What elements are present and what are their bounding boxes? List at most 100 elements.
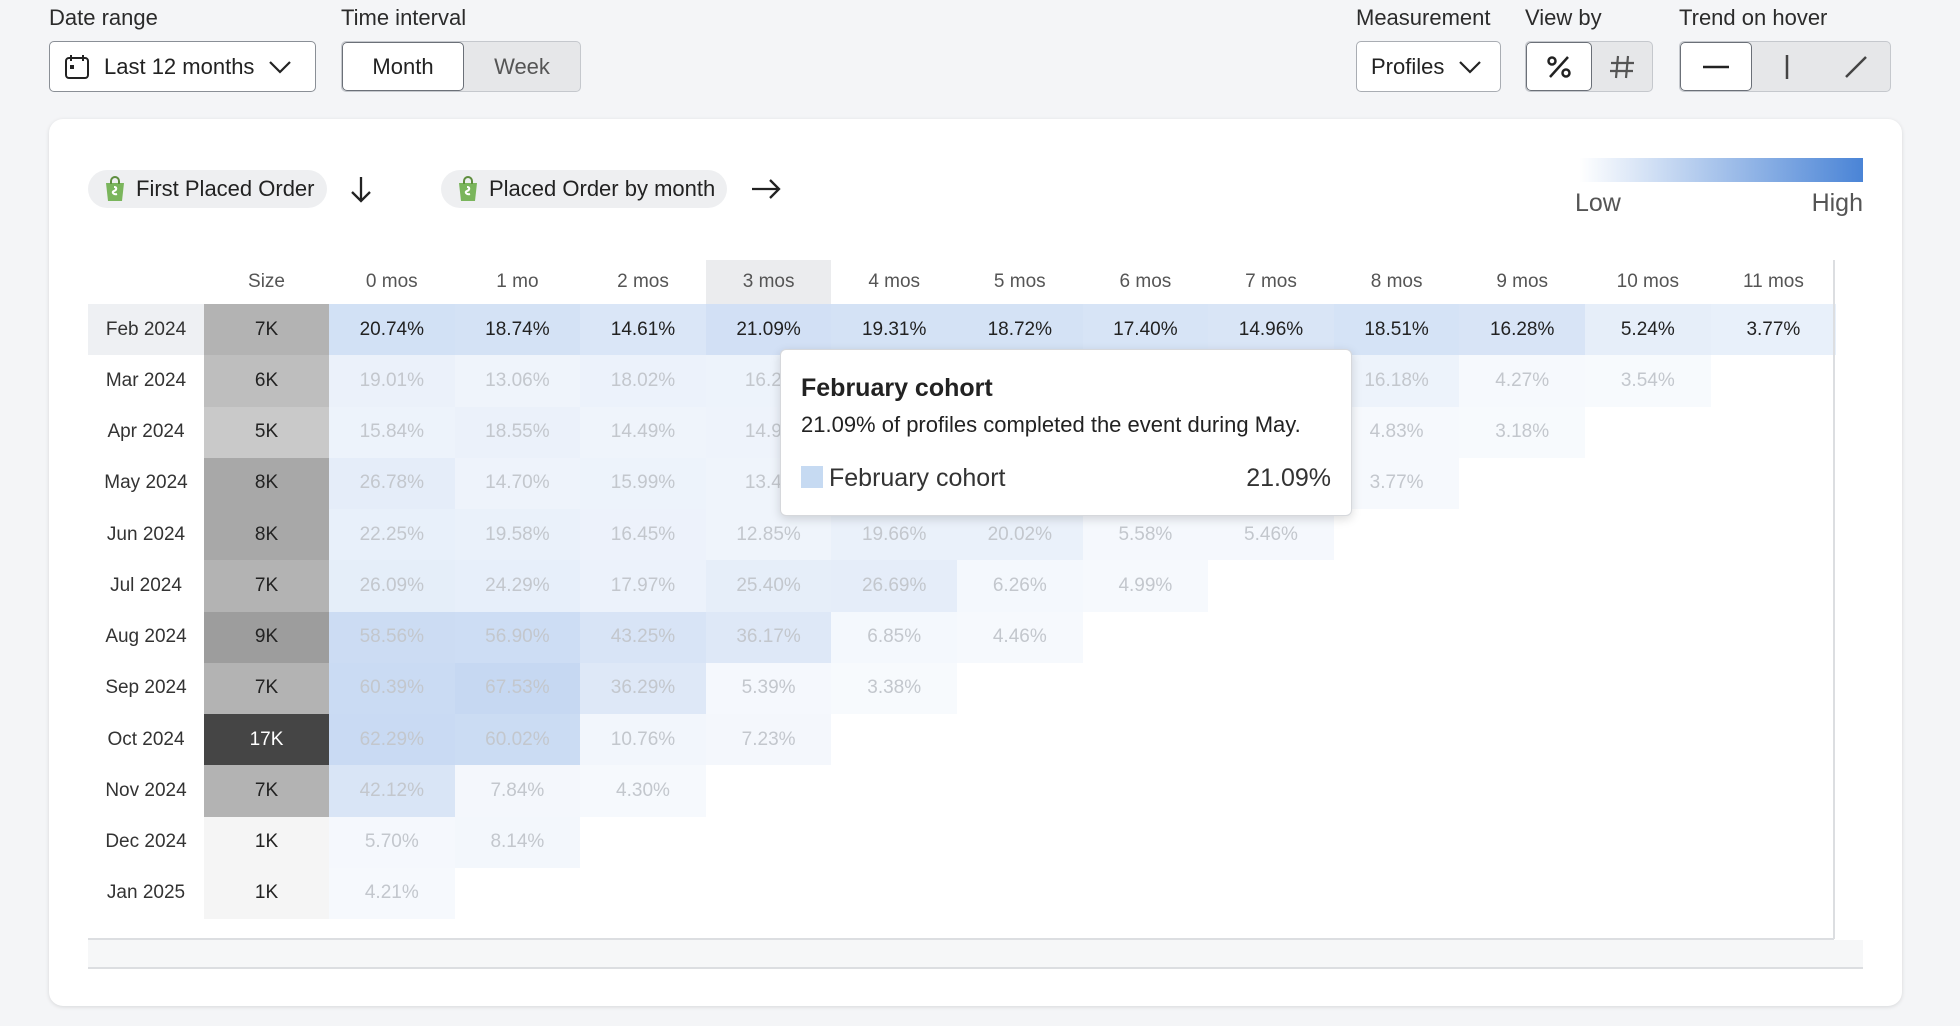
cohort-size: 5K <box>204 406 329 458</box>
option[interactable]: Week <box>494 53 550 79</box>
row-event-pill[interactable]: First Placed Order <box>88 170 327 208</box>
row-label: Aug 2024 <box>105 626 187 648</box>
cell[interactable]: 36.17% <box>705 611 832 663</box>
cell[interactable]: 56.90% <box>454 611 581 663</box>
cell[interactable]: 4.30% <box>580 765 706 817</box>
percent-button[interactable] <box>1526 42 1592 91</box>
column-header: Size <box>248 271 285 292</box>
count-button[interactable] <box>1592 42 1652 91</box>
cell[interactable]: 5.46% <box>1208 509 1334 561</box>
cell[interactable]: 18.74% <box>454 304 581 356</box>
cell[interactable]: 18.72% <box>957 304 1083 356</box>
cell[interactable]: 26.09% <box>329 560 455 612</box>
arrow-down <box>351 177 371 203</box>
label: Date range <box>49 5 158 30</box>
date-dropdown[interactable]: Last 12 months <box>49 41 316 92</box>
label: View by <box>1525 5 1602 30</box>
cell[interactable]: 16.28% <box>1459 304 1585 356</box>
cell[interactable]: 8.14% <box>454 816 581 868</box>
label: Trend on hover <box>1679 5 1828 30</box>
diagonal-button[interactable] <box>1822 42 1890 91</box>
cell[interactable]: 14.70% <box>454 457 581 509</box>
cell[interactable]: 19.01% <box>329 355 455 407</box>
cell[interactable]: 20.02% <box>957 509 1083 561</box>
shop-icon <box>459 176 477 201</box>
option[interactable]: Month <box>342 42 464 91</box>
cell[interactable]: 17.40% <box>1082 304 1209 356</box>
cell[interactable]: 36.29% <box>580 662 706 714</box>
cell[interactable]: 14.96% <box>1208 304 1334 356</box>
column-header: 5 mos <box>993 271 1046 292</box>
column-header: 7 mos <box>1245 271 1297 292</box>
cell[interactable]: 5.39% <box>705 662 832 714</box>
cell[interactable]: 15.84% <box>329 406 455 458</box>
cell[interactable]: 58.56% <box>329 611 455 663</box>
column-event-pill[interactable]: Placed Order by month <box>441 170 728 208</box>
cell[interactable]: 62.29% <box>329 714 455 766</box>
cell[interactable]: 14.61% <box>580 304 706 356</box>
column-header: 6 mos <box>1119 271 1172 292</box>
cell[interactable]: 5.58% <box>1082 509 1209 561</box>
cell[interactable]: 15.99% <box>580 457 706 509</box>
cell[interactable]: 3.18% <box>1459 406 1585 458</box>
tooltip-value: 21.09% <box>1246 464 1331 492</box>
cohort-size: 7K <box>204 765 329 817</box>
cell[interactable]: 4.27% <box>1459 355 1585 407</box>
chevron <box>1459 60 1482 74</box>
cell[interactable]: 25.40% <box>705 560 832 612</box>
cell[interactable]: 5.70% <box>329 816 455 868</box>
cell[interactable]: 17.97% <box>580 560 706 612</box>
cell[interactable]: 18.55% <box>454 406 581 458</box>
cell[interactable]: 16.45% <box>580 509 706 561</box>
cell[interactable]: 26.69% <box>831 560 957 612</box>
cell[interactable]: 18.02% <box>580 355 706 407</box>
cell[interactable]: 3.38% <box>831 662 957 714</box>
cell[interactable]: 5.24% <box>1585 304 1711 356</box>
cell[interactable]: 4.46% <box>957 611 1083 663</box>
cell[interactable]: 3.77% <box>1710 304 1837 356</box>
pill-text: First Placed Order <box>136 176 315 201</box>
cell[interactable]: 21.09% <box>705 304 832 356</box>
cell[interactable]: 42.12% <box>329 765 455 817</box>
cell[interactable]: 60.39% <box>329 662 455 714</box>
column-header: 2 mos <box>617 271 669 292</box>
cell[interactable]: 19.66% <box>831 509 957 561</box>
cell[interactable]: 4.99% <box>1082 560 1209 612</box>
legend-gradient <box>1579 158 1863 182</box>
row-label: Jan 2025 <box>106 882 186 904</box>
cell[interactable]: 19.31% <box>831 304 957 356</box>
cell[interactable]: 16.18% <box>1333 355 1460 407</box>
cell[interactable]: 67.53% <box>454 662 581 714</box>
cell[interactable]: 3.54% <box>1585 355 1711 407</box>
cell[interactable]: 13.06% <box>454 355 581 407</box>
cell[interactable]: 43.25% <box>580 611 706 663</box>
trend-toggle <box>1679 41 1891 92</box>
cell[interactable]: 3.77% <box>1333 457 1460 509</box>
cell[interactable]: 20.74% <box>329 304 455 356</box>
arrow-right <box>752 179 781 199</box>
cell[interactable]: 6.26% <box>957 560 1083 612</box>
cell[interactable]: 12.85% <box>705 509 832 561</box>
cell[interactable]: 6.85% <box>831 611 957 663</box>
cell[interactable]: 10.76% <box>580 714 706 766</box>
cell[interactable]: 60.02% <box>454 714 581 766</box>
vertical-button[interactable] <box>1752 42 1822 91</box>
cell[interactable]: 7.84% <box>454 765 581 817</box>
cell[interactable]: 14.49% <box>580 406 706 458</box>
column-header: 11 mos <box>1742 271 1804 292</box>
cell[interactable]: 4.21% <box>329 867 455 919</box>
scrollbar[interactable] <box>88 940 1863 969</box>
cell[interactable]: 19.58% <box>454 509 581 561</box>
cell[interactable]: 7.23% <box>705 714 832 766</box>
measurement-dropdown[interactable]: Profiles <box>1356 41 1501 92</box>
shop-icon <box>106 176 124 201</box>
label: Time interval <box>341 5 467 30</box>
horizontal-button[interactable] <box>1680 42 1752 91</box>
cell[interactable]: 24.29% <box>454 560 581 612</box>
tooltip-title: February cohort <box>801 374 993 402</box>
cell[interactable]: 22.25% <box>329 509 455 561</box>
cell[interactable]: 26.78% <box>329 457 455 509</box>
cell[interactable]: 18.51% <box>1333 304 1460 356</box>
cell[interactable]: 4.83% <box>1333 406 1460 458</box>
